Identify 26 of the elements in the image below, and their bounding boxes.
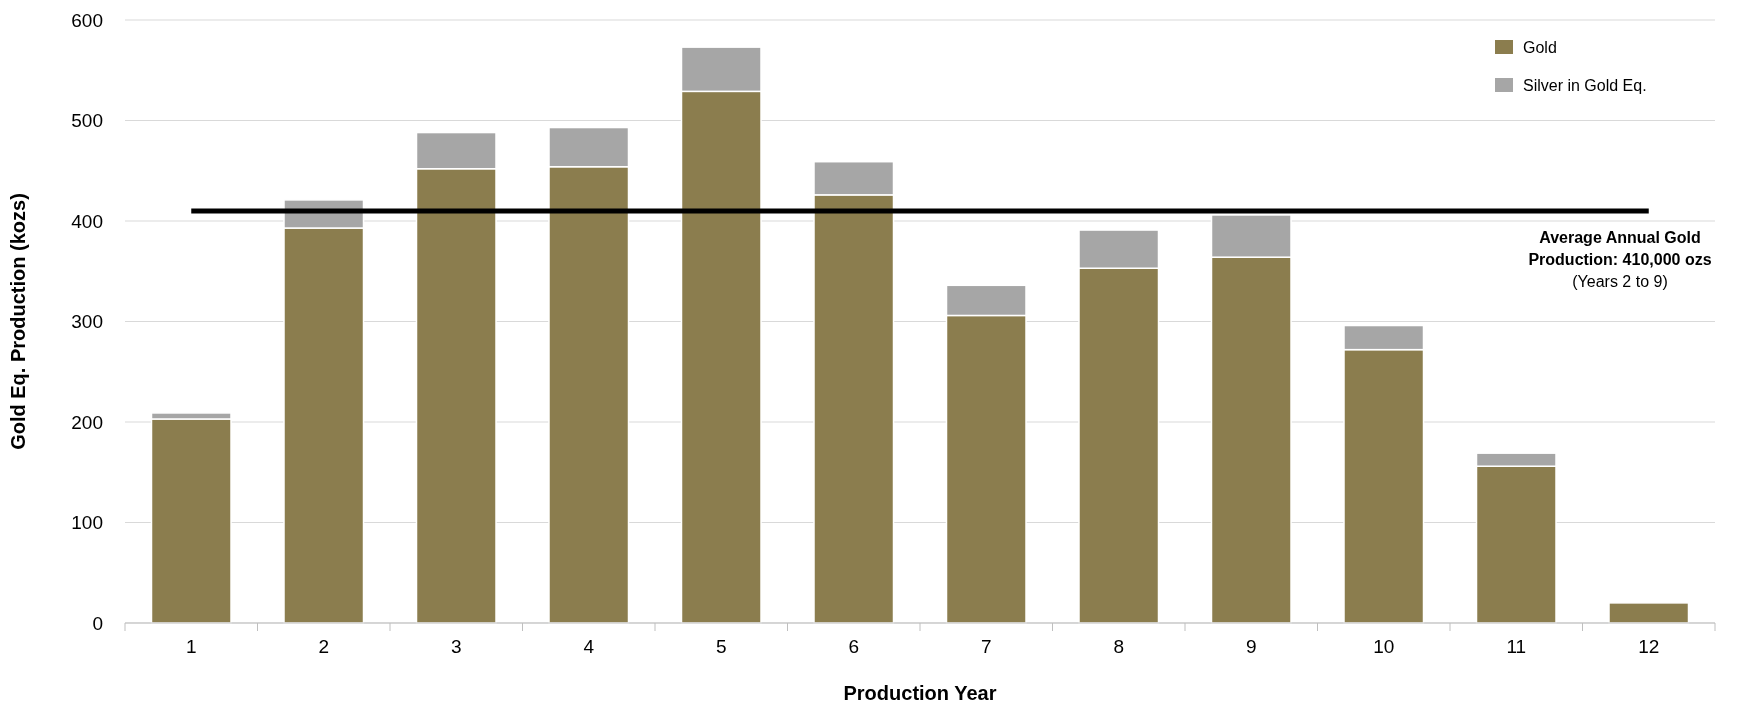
y-tick-label: 0 [92,612,103,634]
y-axis-title: Gold Eq. Production (kozs) [7,193,29,450]
y-tick-label: 600 [71,9,103,31]
x-tick-label: 11 [1506,636,1527,657]
x-tick-label: 2 [318,636,330,657]
x-tick-label: 3 [450,636,462,657]
y-tick-label: 300 [71,311,103,333]
legend-label: Silver in Gold Eq. [1523,77,1647,94]
bar [1608,602,1690,624]
x-tick-label: 10 [1373,636,1395,657]
x-tick-label: 5 [715,636,727,657]
y-tick-label: 100 [71,512,103,534]
x-axis-title: Production Year [843,682,997,704]
x-tick-label: 4 [583,636,595,657]
ref-line-label: Average Annual Gold Production: 410,000 ozs [1528,228,1712,268]
x-tick-label: 6 [848,636,860,657]
y-tick-label: 200 [71,411,103,433]
y-tick-label: 500 [71,110,103,132]
x-tick-label: 7 [980,636,992,657]
x-tick-label: 8 [1113,636,1125,657]
x-tick-label: 1 [185,636,197,657]
annotation: (Years 2 to 9) [1572,272,1668,290]
x-tick-label: 9 [1245,636,1257,657]
x-tick-label: 12 [1638,636,1660,657]
legend-label: Gold [1523,39,1557,56]
y-tick-label: 400 [71,210,103,232]
